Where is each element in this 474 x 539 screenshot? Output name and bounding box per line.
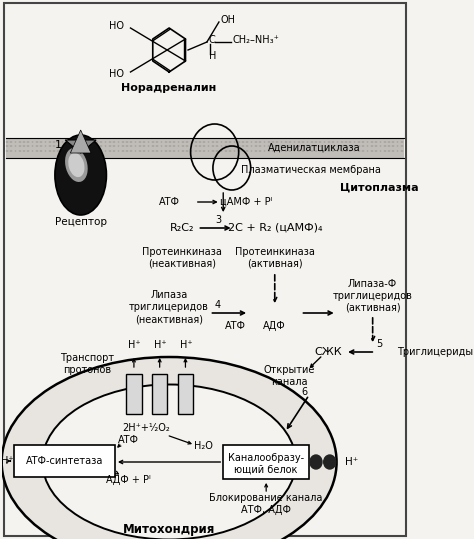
Text: Аденилатциклаза: Аденилатциклаза [268,143,361,153]
Text: Н⁺: Н⁺ [154,340,167,350]
Bar [223,445,309,479]
Text: АДФ: АДФ [264,321,286,331]
Polygon shape [65,140,96,153]
Bar [152,374,167,414]
Text: Цитоплазма: Цитоплазма [340,183,419,193]
Text: Митохондрия: Митохондрия [123,523,215,536]
Text: 2H⁺+¹⁄₂O₂: 2H⁺+¹⁄₂O₂ [122,423,170,433]
Text: 3: 3 [215,215,221,225]
Text: HO: HO [109,21,125,31]
Text: HO: HO [109,69,125,79]
Text: Норадреналин: Норадреналин [121,83,217,93]
Text: Липаза-Ф: Липаза-Ф [348,279,397,289]
Ellipse shape [68,153,84,177]
Text: Каналообразу-: Каналообразу- [228,453,304,463]
Bar [126,374,142,414]
Text: Липаза: Липаза [151,290,188,300]
Text: Протеинкиназа: Протеинкиназа [142,247,222,257]
Text: СЖК: СЖК [314,347,342,357]
Text: протонов: протонов [64,365,111,375]
Text: АТФ, АДФ: АТФ, АДФ [241,505,291,515]
Text: АТФ: АТФ [225,321,246,331]
Ellipse shape [55,135,107,215]
Text: триглицеридов: триглицеридов [333,291,412,301]
Text: канала: канала [271,377,308,387]
Text: Рецептор: Рецептор [55,217,107,227]
Text: АДФ + Рᴵ: АДФ + Рᴵ [106,475,151,485]
Text: Н⁺: Н⁺ [345,457,358,467]
Text: Триглицериды: Триглицериды [397,347,473,357]
Ellipse shape [2,357,337,539]
Text: CH₂–NH₃⁺: CH₂–NH₃⁺ [233,35,280,45]
Text: Транспорт: Транспорт [61,353,115,363]
Text: АТФ: АТФ [118,435,139,445]
Text: 1: 1 [55,140,62,150]
Text: 5: 5 [376,339,383,349]
Polygon shape [70,130,91,153]
Text: R₂C₂: R₂C₂ [170,223,194,233]
Text: Плазматическая мембрана: Плазматическая мембрана [241,165,381,175]
Text: H: H [209,51,216,61]
Text: Н⁺: Н⁺ [180,340,192,350]
Bar [178,374,193,414]
Text: (активная): (активная) [345,303,401,313]
Ellipse shape [43,384,296,539]
Text: 6: 6 [301,387,307,397]
Text: триглицеридов: триглицеридов [129,302,209,312]
Ellipse shape [65,148,88,182]
Bar [14,445,115,477]
Text: (активная): (активная) [247,259,302,269]
Text: Блокирование канала: Блокирование канала [210,493,323,503]
Circle shape [324,455,336,469]
Text: 4: 4 [215,300,221,310]
Text: C: C [209,35,215,45]
Text: H₂O: H₂O [194,441,213,451]
Text: 2C + R₂ (цАМФ)₄: 2C + R₂ (цАМФ)₄ [228,223,322,233]
Text: Протеинкиназа: Протеинкиназа [235,247,315,257]
Bar [6,138,404,158]
Circle shape [310,455,322,469]
Text: OH: OH [221,15,236,25]
Text: Н⁺: Н⁺ [0,456,13,466]
Text: АТФ-синтетаза: АТФ-синтетаза [26,456,103,466]
Text: Н⁺: Н⁺ [128,340,141,350]
Text: ющий белок: ющий белок [235,465,298,475]
Text: (неактивная): (неактивная) [135,314,203,324]
Text: АТФ: АТФ [159,197,180,207]
Text: цАМФ + Рᴵ: цАМФ + Рᴵ [220,197,273,207]
Text: (неактивная): (неактивная) [148,259,216,269]
Text: Открытие: Открытие [264,365,315,375]
